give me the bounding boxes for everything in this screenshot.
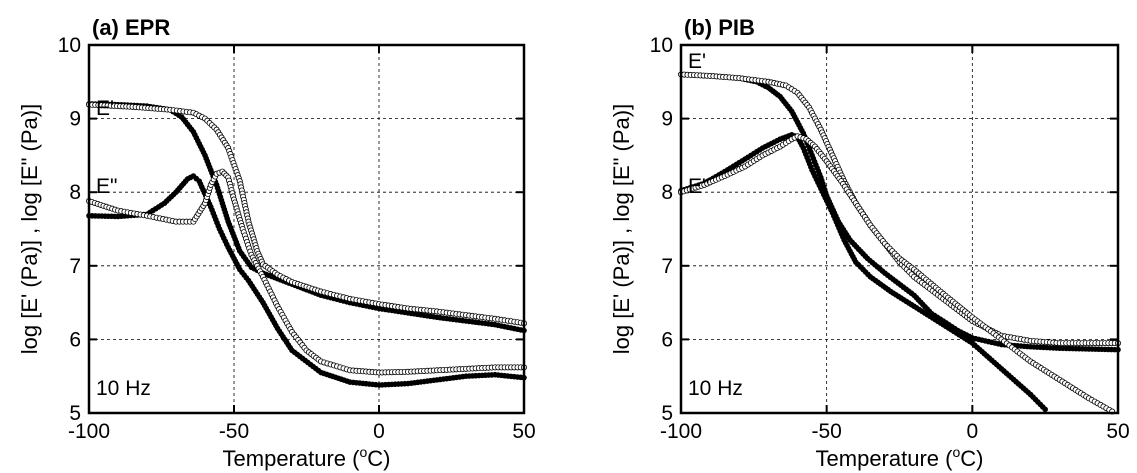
chart-panel-b: -100 -50 0 50 5 6 7 8 9 10 (b) PIB E' E" 10 Hz Tempera… xyxy=(609,15,1130,471)
e-double-prime-label: E" xyxy=(688,175,709,198)
y-tick-label: 10 xyxy=(58,34,81,57)
y-tick-label: 9 xyxy=(661,108,673,131)
y-tick-label: 5 xyxy=(69,402,81,425)
frequency-label: 10 Hz xyxy=(96,377,151,400)
series-4 xyxy=(86,168,528,376)
y-tick-label: 7 xyxy=(69,255,81,278)
x-tick-label: -100 xyxy=(68,420,110,443)
y-tick-label: 7 xyxy=(661,255,673,278)
plot-frame xyxy=(679,43,1120,415)
y-tick-label: 8 xyxy=(661,181,673,204)
x-tick-label: 50 xyxy=(1106,420,1129,443)
chart-title: (a) EPR xyxy=(92,15,170,40)
e-double-prime-label: E" xyxy=(96,175,117,198)
y-axis-label: log [E' (Pa)] , log [E" (Pa)] xyxy=(609,104,634,354)
y-tick-label: 6 xyxy=(69,328,81,351)
chart-panel-a: -100 -50 0 50 5 6 7 8 9 10 (a) EPR E' E" 10 Hz Tempera… xyxy=(17,15,536,471)
y-tick-label: 10 xyxy=(650,34,673,57)
series-1 xyxy=(678,71,1121,353)
x-tick-label: 0 xyxy=(966,420,978,443)
e-prime-label: E' xyxy=(96,97,114,120)
series-3 xyxy=(86,173,527,388)
e-prime-label: E' xyxy=(688,50,706,73)
x-tick-label: 50 xyxy=(512,420,535,443)
x-axis-label: Temperature (oC) xyxy=(223,444,391,471)
y-axis-label: log [E' (Pa)] , log [E" (Pa)] xyxy=(17,104,42,354)
x-axis-label: Temperature (oC) xyxy=(816,444,984,471)
y-tick-label: 9 xyxy=(69,108,81,131)
x-tick-label: 0 xyxy=(373,420,385,443)
x-tick-label: -100 xyxy=(660,420,702,443)
frequency-label: 10 Hz xyxy=(688,377,743,400)
y-tick-label: 5 xyxy=(661,402,673,425)
x-tick-label: -50 xyxy=(811,420,841,443)
plot-frame xyxy=(87,43,526,415)
data-point xyxy=(1042,406,1048,413)
chart-title: (b) PIB xyxy=(684,15,755,40)
x-tick-label: -50 xyxy=(219,420,249,443)
series-2 xyxy=(86,101,528,327)
y-tick-label: 6 xyxy=(661,328,673,351)
series-2 xyxy=(678,71,1122,347)
y-tick-label: 8 xyxy=(69,181,81,204)
series-4 xyxy=(678,133,1116,415)
